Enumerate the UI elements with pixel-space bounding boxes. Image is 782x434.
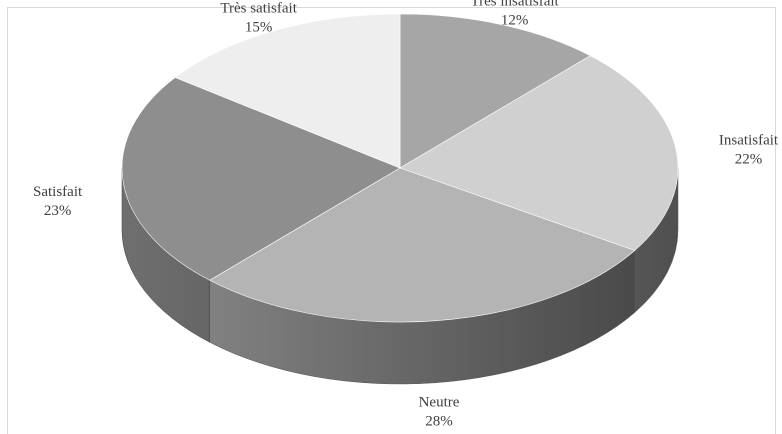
data-label-neutre: Neutre 28% bbox=[419, 395, 460, 430]
chart-frame bbox=[7, 7, 776, 434]
pie-slice-satisfait bbox=[121, 77, 401, 281]
category-label: Très insatisfait bbox=[470, 0, 559, 10]
pie-slice-tres-insatisfait bbox=[399, 13, 591, 169]
percent-label: 28% bbox=[425, 414, 453, 430]
percent-label: 12% bbox=[501, 13, 529, 29]
category-label: Satisfait bbox=[33, 184, 83, 200]
category-label: Très satisfait bbox=[220, 0, 297, 16]
percent-label: 15% bbox=[245, 19, 273, 35]
category-label: Insatisfait bbox=[719, 132, 779, 148]
percent-label: 22% bbox=[735, 151, 763, 167]
data-label-insatisfait: Insatisfait 22% bbox=[719, 132, 779, 167]
pie-slice-tres-satisfait bbox=[174, 13, 401, 169]
percent-label: 23% bbox=[44, 203, 72, 219]
pie-slice-neutre bbox=[209, 167, 636, 323]
data-label-tres-insatisfait: Très insatisfait 12% bbox=[470, 0, 559, 29]
data-label-satisfait: Satisfait 23% bbox=[33, 184, 83, 219]
pie-slice-insatisfait bbox=[399, 55, 679, 251]
category-label: Neutre bbox=[419, 395, 460, 411]
data-label-tres-satisfait: Très satisfait 15% bbox=[220, 0, 297, 35]
